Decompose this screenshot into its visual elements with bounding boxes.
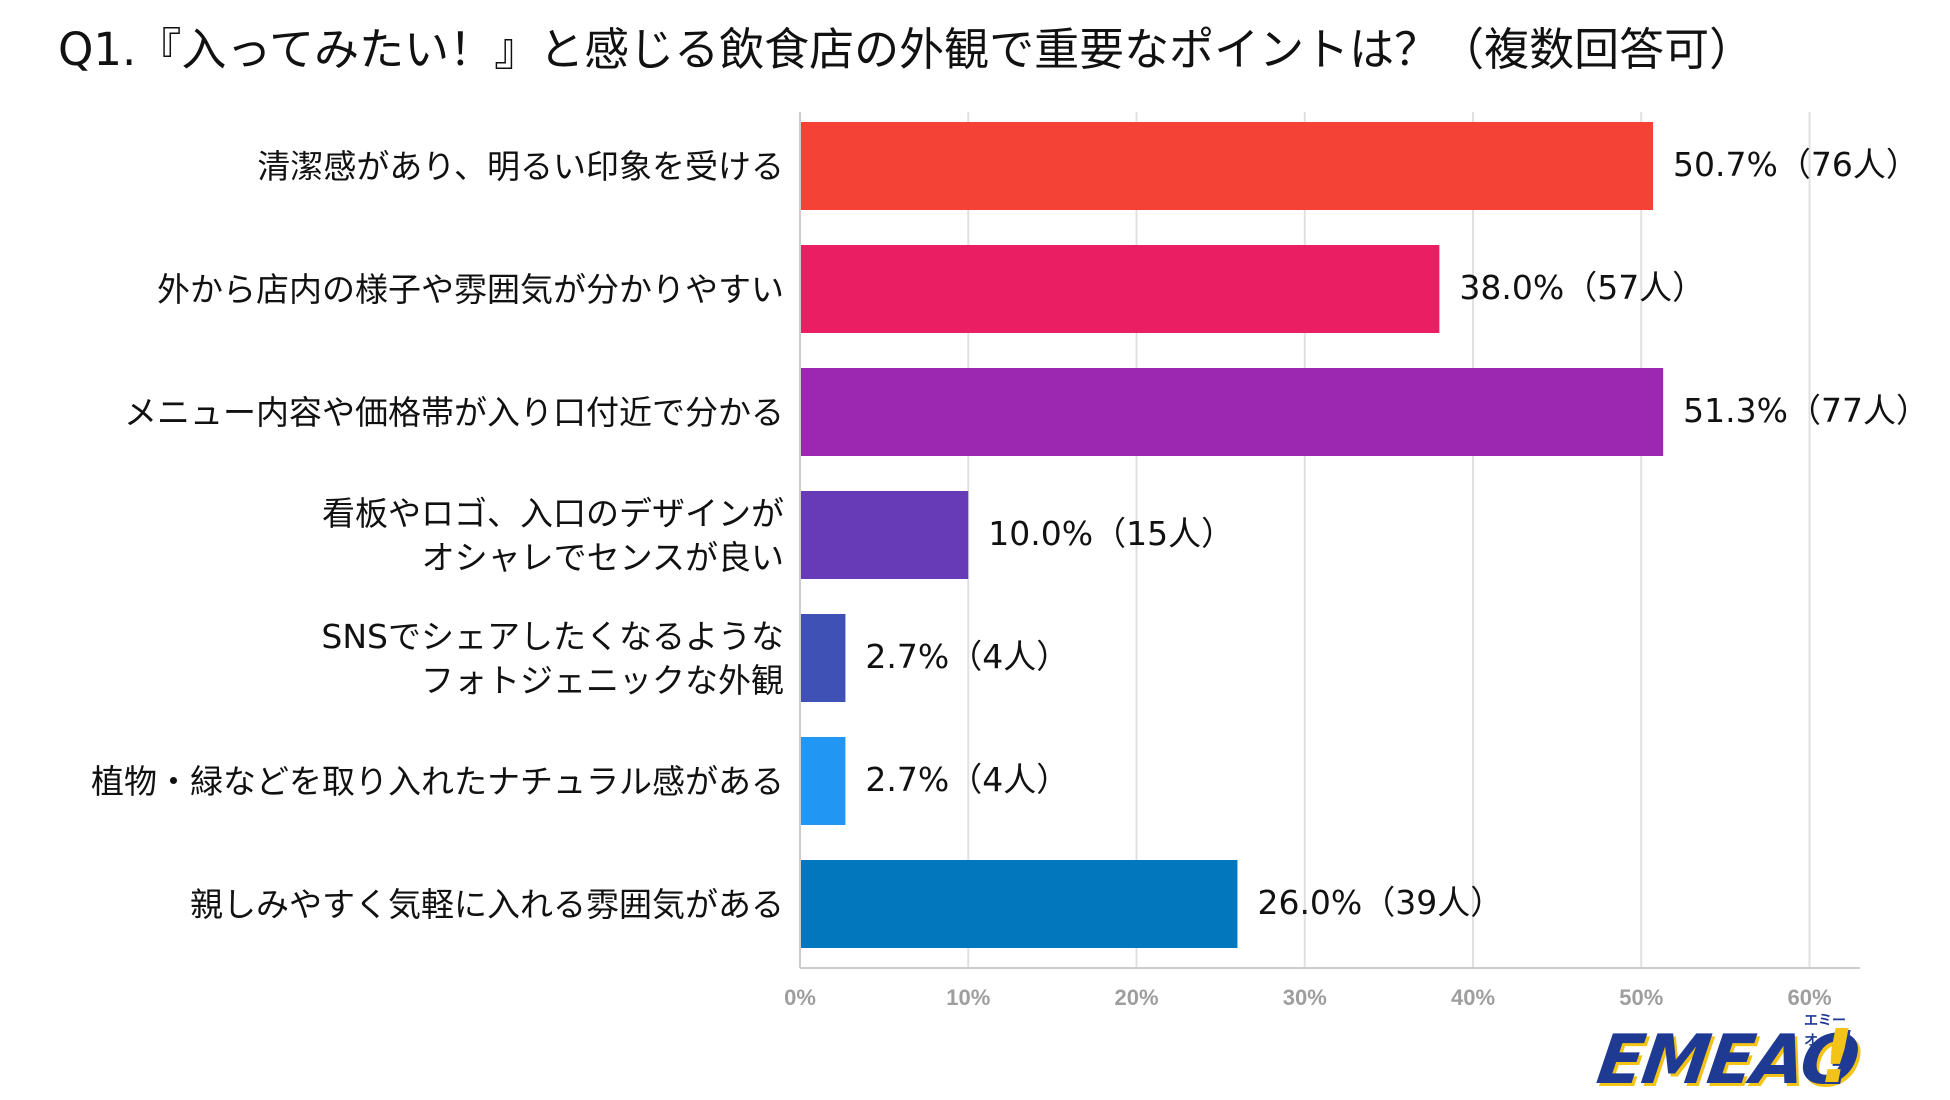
x-tick-label: 60%: [1788, 985, 1832, 1010]
x-tick-label: 40%: [1451, 985, 1495, 1010]
emeao-logo: EMEAO エミーオ !: [1593, 1010, 1863, 1100]
category-label: 外から店内の様子や雰囲気が分かりやすい: [157, 270, 784, 309]
category-label: 親しみやすく気軽に入れる雰囲気がある: [190, 885, 784, 924]
category-labels: 清潔感があり、明るい印象を受ける外から店内の様子や雰囲気が分かりやすいメニュー内…: [91, 147, 784, 924]
category-label: SNSでシェアしたくなるような: [321, 617, 784, 656]
value-label: 50.7%（76人）: [1673, 145, 1919, 184]
value-label: 26.0%（39人）: [1257, 883, 1503, 922]
bar: [800, 122, 1654, 210]
value-label: 51.3%（77人）: [1683, 391, 1929, 430]
bars: [800, 122, 1664, 948]
logo-kana: エミーオ: [1804, 1013, 1846, 1049]
value-label: 10.0%（15人）: [988, 514, 1234, 553]
category-label: 清潔感があり、明るい印象を受ける: [257, 147, 784, 186]
x-tick-label: 0%: [784, 985, 816, 1010]
x-tick-label: 10%: [946, 985, 990, 1010]
bar: [800, 737, 846, 825]
x-tick-labels: 0% 10% 20% 30% 40% 50% 60%: [784, 985, 1831, 1010]
bar: [800, 245, 1440, 333]
value-label: 38.0%（57人）: [1459, 268, 1705, 307]
bar: [800, 491, 969, 579]
x-tick-label: 30%: [1283, 985, 1327, 1010]
category-label: フォトジェニックな外観: [421, 661, 784, 700]
x-tick-label: 50%: [1619, 985, 1663, 1010]
category-label: オシャレでセンスが良い: [422, 538, 784, 577]
category-label: 植物・緑などを取り入れたナチュラル感がある: [91, 762, 784, 801]
value-label: 2.7%（4人）: [865, 760, 1069, 799]
bar: [800, 368, 1664, 456]
category-label: メニュー内容や価格帯が入り口付近で分かる: [124, 393, 784, 432]
logo-exclamation: !: [1820, 1014, 1854, 1100]
value-label: 2.7%（4人）: [865, 637, 1069, 676]
bar: [800, 614, 846, 702]
axes: [799, 112, 1860, 969]
value-labels: 50.7%（76人） 38.0%（57人） 51.3%（77人） 10.0%（15人）…: [865, 145, 1929, 922]
x-tick-label: 20%: [1114, 985, 1158, 1010]
bar: [800, 860, 1238, 948]
category-label: 看板やロゴ、入口のデザインが: [322, 494, 784, 533]
chart-title: Q1.『入ってみたい！』と感じる飲食店の外観で重要なポイントは？（複数回答可）: [58, 23, 1755, 76]
